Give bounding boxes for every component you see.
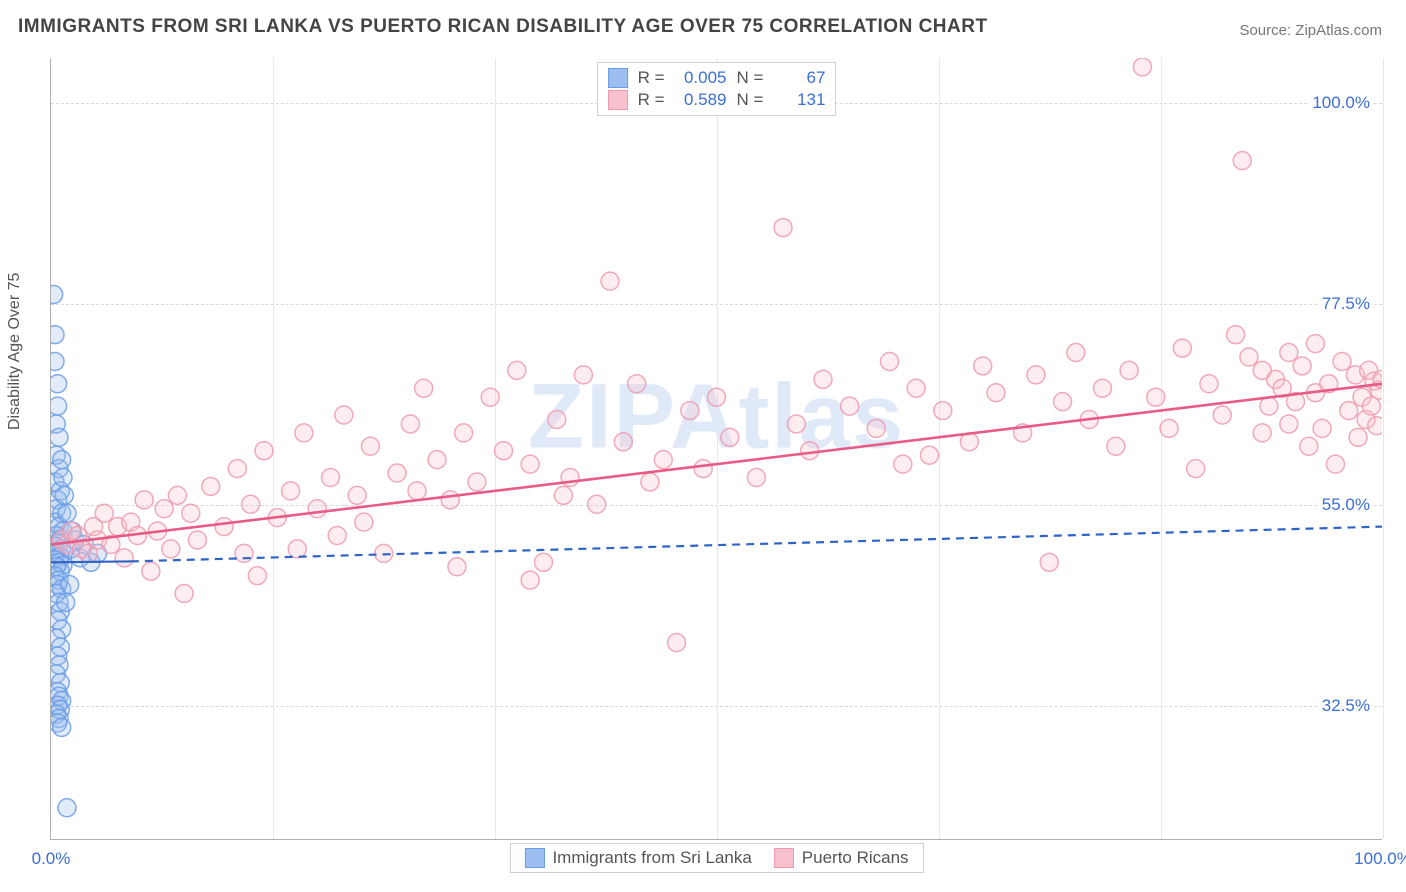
swatch-icon [524,848,544,868]
chart-title: IMMIGRANTS FROM SRI LANKA VS PUERTO RICA… [18,16,988,38]
x-tick-label: 100.0% [1354,849,1406,869]
swatch-icon [774,848,794,868]
legend-row-series-1: R = 0.005 N = 67 [608,67,826,89]
chart-container: IMMIGRANTS FROM SRI LANKA VS PUERTO RICA… [0,0,1406,892]
legend-n-label: N = [737,90,764,110]
y-tick-label: 32.5% [1318,696,1374,716]
swatch-icon [608,90,628,110]
legend-item-label: Immigrants from Sri Lanka [552,848,751,868]
legend-r-label: R = [638,90,665,110]
legend-item-series-1: Immigrants from Sri Lanka [524,848,751,868]
legend-n-value: 67 [773,68,825,88]
y-axis-label: Disability Age Over 75 [6,273,24,430]
correlation-legend: R = 0.005 N = 67 R = 0.589 N = 131 [597,62,837,116]
legend-r-label: R = [638,68,665,88]
y-tick-label: 100.0% [1308,93,1374,113]
legend-item-series-2: Puerto Ricans [774,848,909,868]
legend-row-series-2: R = 0.589 N = 131 [608,89,826,111]
x-tick-label: 0.0% [32,849,71,869]
legend-item-label: Puerto Ricans [802,848,909,868]
legend-n-value: 131 [773,90,825,110]
y-tick-label: 77.5% [1318,294,1374,314]
y-tick-label: 55.0% [1318,495,1374,515]
scatter-svg [51,58,1382,839]
legend-r-value: 0.589 [675,90,727,110]
legend-r-value: 0.005 [675,68,727,88]
source-attribution: Source: ZipAtlas.com [1239,22,1382,39]
series-legend: Immigrants from Sri Lanka Puerto Ricans [509,843,923,873]
plot-area: ZIPAtlas R = 0.005 N = 67 R = 0.589 N = … [50,58,1382,840]
swatch-icon [608,68,628,88]
legend-n-label: N = [737,68,764,88]
